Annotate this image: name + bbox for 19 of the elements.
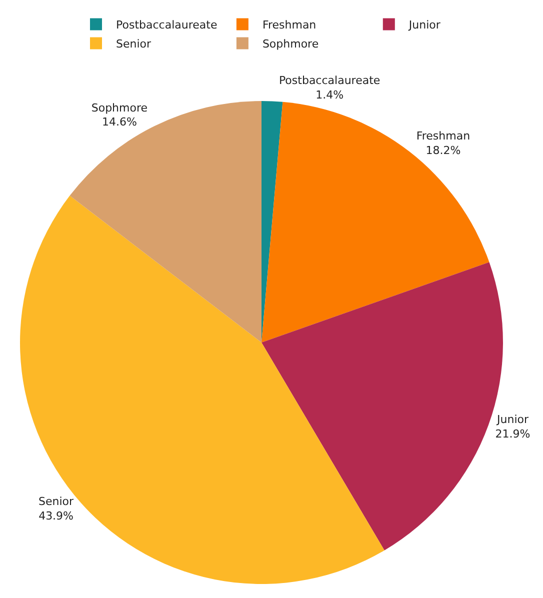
legend-label: Senior bbox=[116, 38, 152, 51]
legend-label: Postbaccalaureate bbox=[116, 18, 218, 32]
legend-label: Junior bbox=[408, 18, 441, 32]
pie-slice bbox=[70, 101, 262, 342]
slice-label: Senior bbox=[38, 495, 74, 508]
slice-label: Freshman bbox=[416, 130, 470, 143]
legend-label: Sophmore bbox=[262, 38, 319, 51]
slice-label: Sophmore bbox=[91, 101, 148, 114]
pie-slice bbox=[262, 102, 490, 342]
pie-slice bbox=[262, 101, 283, 342]
data-label: 14.6% bbox=[102, 116, 137, 129]
legend-label: Freshman bbox=[262, 18, 316, 32]
data-label: 1.4% bbox=[316, 88, 344, 102]
data-label: 21.9% bbox=[495, 427, 530, 440]
pie-slice bbox=[20, 196, 384, 584]
data-label: 18.2% bbox=[426, 144, 461, 157]
data-label: 43.9% bbox=[38, 509, 74, 522]
slice-label: Postbaccalaureate bbox=[278, 74, 380, 87]
slice-label: Junior bbox=[496, 412, 529, 426]
